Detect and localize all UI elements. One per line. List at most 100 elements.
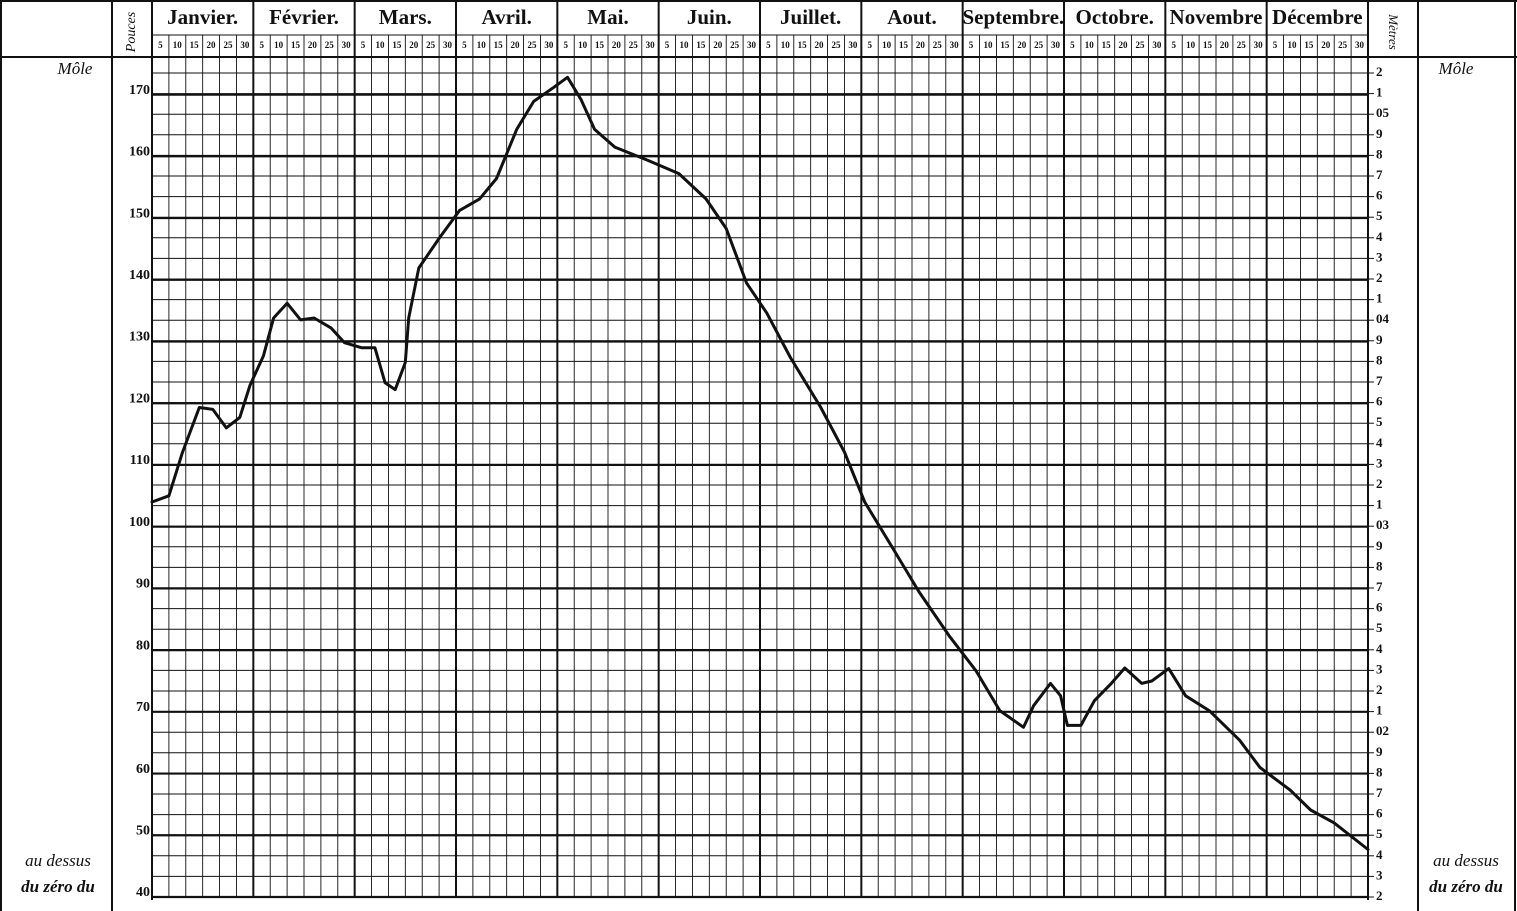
day-tick-label: 25 — [1237, 40, 1247, 50]
y2-tick-label: 2 — [1376, 270, 1383, 285]
month-label: Avril. — [481, 5, 531, 29]
y2-tick-label: 1 — [1376, 85, 1383, 100]
day-tick-label: 15 — [595, 40, 605, 50]
y2-tick-label: 05 — [1376, 105, 1390, 120]
y2-tick-label: 1 — [1376, 703, 1383, 718]
day-tick-label: 10 — [274, 40, 284, 50]
day-tick-label: 5 — [969, 40, 974, 50]
day-tick-label: 30 — [443, 40, 453, 50]
y2-tick-label: 3 — [1376, 867, 1383, 882]
side-note-line1: au dessus — [1433, 851, 1499, 870]
day-tick-label: 10 — [882, 40, 892, 50]
day-tick-label: 25 — [1034, 40, 1044, 50]
y2-tick-label: 4 — [1376, 641, 1383, 656]
day-tick-label: 25 — [730, 40, 740, 50]
y2-tick-label: 8 — [1376, 764, 1383, 779]
y2-tick-label: 5 — [1376, 620, 1383, 635]
y-tick-label: 110 — [130, 453, 150, 468]
day-tick-label: 20 — [916, 40, 926, 50]
day-tick-label: 25 — [223, 40, 233, 50]
day-tick-label: 15 — [494, 40, 504, 50]
y2-tick-label: 2 — [1376, 888, 1383, 903]
day-tick-label: 10 — [983, 40, 993, 50]
day-tick-label: 15 — [392, 40, 402, 50]
y-tick-label: 70 — [136, 700, 150, 715]
month-label: Décembre — [1272, 5, 1363, 29]
y-tick-label: 170 — [129, 83, 150, 98]
day-tick-label: 25 — [831, 40, 841, 50]
day-tick-label: 30 — [1254, 40, 1264, 50]
y2-tick-label: 2 — [1376, 682, 1383, 697]
side-note-line2: du zéro du — [1429, 877, 1503, 896]
day-tick-label: 25 — [1135, 40, 1145, 50]
y2-tick-label: 1 — [1376, 291, 1383, 306]
day-tick-label: 5 — [361, 40, 366, 50]
month-label: Mars. — [379, 5, 432, 29]
month-label: Novembre — [1170, 5, 1263, 29]
day-tick-label: 15 — [1102, 40, 1112, 50]
month-label: Aout. — [887, 5, 937, 29]
y2-tick-label: 2 — [1376, 476, 1383, 491]
y-tick-label: 140 — [129, 268, 150, 283]
y2-tick-label: 5 — [1376, 826, 1383, 841]
y2-tick-label: 5 — [1376, 414, 1383, 429]
day-tick-label: 20 — [612, 40, 622, 50]
y2-tick-label: 5 — [1376, 208, 1383, 223]
day-tick-label: 10 — [477, 40, 487, 50]
month-label: Septembre. — [962, 5, 1064, 29]
y2-tick-label: 4 — [1376, 435, 1383, 450]
day-tick-label: 25 — [325, 40, 335, 50]
day-tick-label: 20 — [409, 40, 419, 50]
y2-tick-label: 9 — [1376, 126, 1383, 141]
y-tick-label: 60 — [136, 762, 150, 777]
day-tick-label: 20 — [308, 40, 318, 50]
y-tick-label: 160 — [129, 145, 150, 160]
day-tick-label: 15 — [798, 40, 808, 50]
day-tick-label: 30 — [544, 40, 554, 50]
y2-tick-label: 3 — [1376, 661, 1383, 676]
day-tick-label: 5 — [462, 40, 467, 50]
day-tick-label: 5 — [563, 40, 568, 50]
day-tick-label: 10 — [1186, 40, 1196, 50]
y2-tick-label: 7 — [1376, 167, 1383, 182]
side-note-top: Môle — [1438, 59, 1474, 78]
day-tick-label: 20 — [815, 40, 825, 50]
y-tick-label: 130 — [129, 330, 150, 345]
y2-tick-label: 1 — [1376, 497, 1383, 512]
y2-tick-label: 3 — [1376, 455, 1383, 470]
day-tick-label: 10 — [1085, 40, 1095, 50]
day-tick-label: 30 — [1051, 40, 1061, 50]
day-tick-label: 5 — [1171, 40, 1176, 50]
day-tick-label: 20 — [207, 40, 217, 50]
y2-tick-label: 9 — [1376, 744, 1383, 759]
y2-tick-label: 7 — [1376, 579, 1383, 594]
month-label: Janvier. — [167, 5, 238, 29]
day-tick-label: 15 — [291, 40, 301, 50]
y2-tick-label: 7 — [1376, 373, 1383, 388]
day-tick-label: 15 — [899, 40, 909, 50]
y-tick-label: 120 — [129, 391, 150, 406]
day-tick-label: 30 — [646, 40, 656, 50]
y2-tick-label: 6 — [1376, 600, 1383, 615]
data-line — [150, 75, 1370, 851]
day-tick-label: 25 — [527, 40, 537, 50]
day-tick-label: 25 — [1338, 40, 1348, 50]
day-tick-label: 15 — [190, 40, 200, 50]
y2-tick-label: 8 — [1376, 558, 1383, 573]
day-tick-label: 25 — [933, 40, 943, 50]
day-tick-label: 10 — [679, 40, 689, 50]
day-tick-label: 15 — [696, 40, 706, 50]
y2-tick-label: 4 — [1376, 847, 1383, 862]
day-tick-label: 30 — [1355, 40, 1365, 50]
day-tick-label: 20 — [1321, 40, 1331, 50]
y2-tick-label: 6 — [1376, 394, 1383, 409]
month-label: Octobre. — [1075, 5, 1153, 29]
y2-tick-label: 2 — [1376, 64, 1383, 79]
day-tick-label: 10 — [781, 40, 791, 50]
day-tick-label: 30 — [747, 40, 757, 50]
day-tick-label: 15 — [1000, 40, 1010, 50]
day-tick-label: 30 — [342, 40, 352, 50]
day-tick-label: 5 — [158, 40, 163, 50]
y-axis-title: Pouces — [124, 11, 139, 53]
